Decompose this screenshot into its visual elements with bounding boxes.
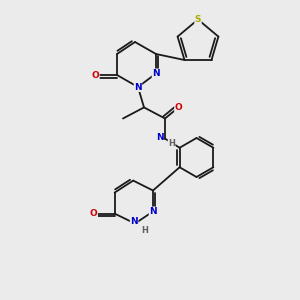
Text: O: O (175, 103, 182, 112)
Text: N: N (149, 207, 157, 216)
Text: N: N (156, 133, 164, 142)
Text: H: H (168, 139, 175, 148)
Text: O: O (90, 209, 98, 218)
Text: N: N (152, 69, 160, 78)
Text: H: H (141, 226, 148, 235)
Text: N: N (134, 82, 142, 91)
Text: S: S (195, 15, 201, 24)
Text: N: N (130, 218, 138, 226)
Text: O: O (92, 70, 99, 80)
